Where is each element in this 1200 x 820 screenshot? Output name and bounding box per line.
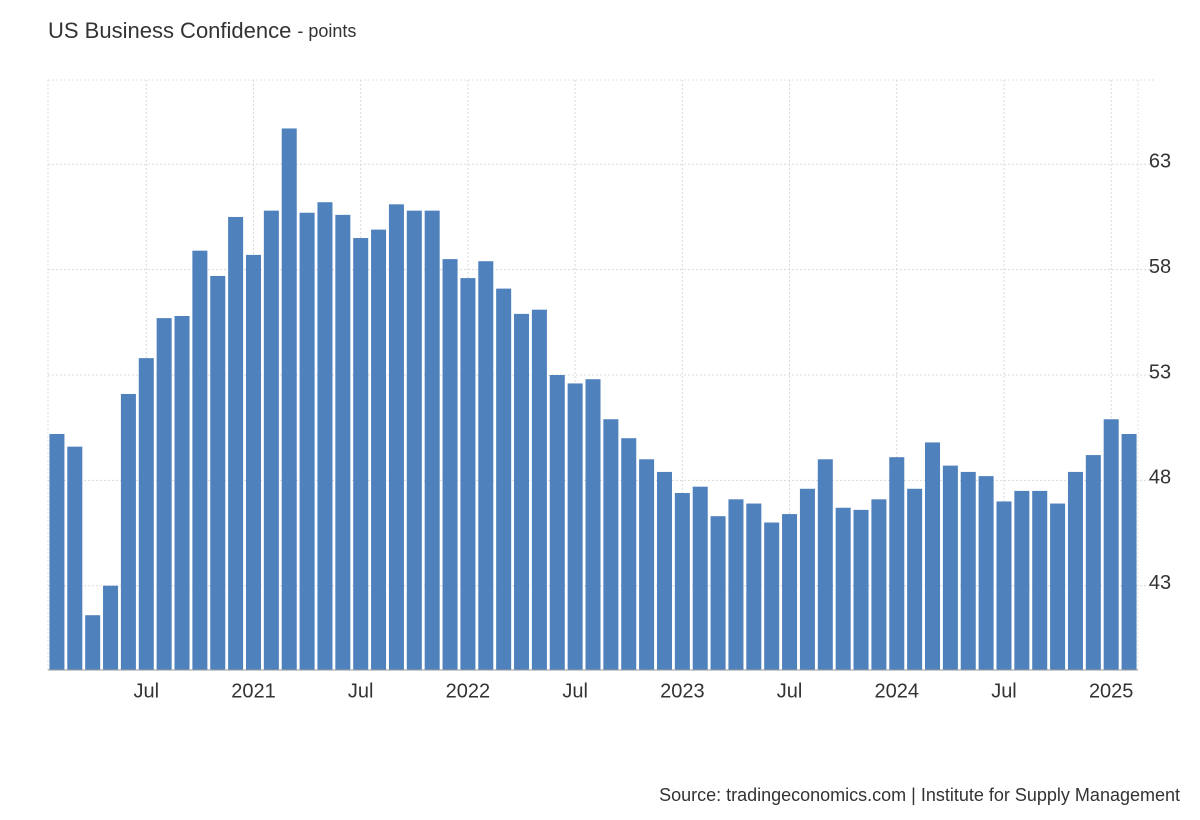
bar — [281, 128, 297, 670]
bar — [728, 499, 744, 670]
bar — [746, 503, 762, 670]
bar — [764, 522, 780, 670]
bar — [210, 275, 226, 670]
bar — [335, 214, 351, 670]
bar — [585, 379, 601, 670]
bar — [674, 493, 690, 670]
bar — [67, 446, 83, 670]
bar — [514, 313, 530, 670]
title: US Business Confidence — [48, 18, 291, 43]
bar — [1067, 471, 1083, 670]
bar — [460, 278, 476, 670]
bar — [835, 507, 851, 670]
bar — [1050, 503, 1066, 670]
bar — [889, 457, 905, 670]
bar — [442, 259, 458, 670]
x-tick-label: 2024 — [875, 680, 920, 702]
bar — [424, 210, 440, 670]
bar — [245, 254, 261, 670]
bar — [192, 250, 208, 670]
bar — [496, 288, 512, 670]
bar — [1085, 455, 1101, 670]
bar — [549, 375, 565, 670]
bar — [263, 210, 279, 670]
bar — [49, 434, 65, 670]
bar — [692, 486, 708, 670]
bar — [371, 229, 387, 670]
bar — [1032, 490, 1048, 670]
bar — [960, 471, 976, 670]
bar — [621, 438, 637, 670]
bar — [299, 212, 315, 670]
bar — [1103, 419, 1119, 670]
bar — [103, 585, 119, 670]
y-tick-label: 53 — [1149, 361, 1171, 383]
bar — [388, 204, 404, 671]
chart-title: US Business Confidence - points — [48, 18, 356, 43]
x-tick-label: 2025 — [1089, 680, 1134, 702]
x-tick-label: Jul — [348, 680, 374, 702]
bar — [156, 318, 172, 670]
bar — [996, 501, 1012, 670]
bar — [531, 309, 547, 670]
bar — [907, 488, 923, 670]
bar — [85, 615, 101, 670]
bar — [1014, 490, 1030, 670]
y-tick-label: 43 — [1149, 572, 1171, 594]
bar — [782, 514, 798, 670]
y-tick-label: 48 — [1149, 467, 1171, 489]
bar — [406, 210, 422, 670]
bar — [817, 459, 833, 670]
x-tick-label: 2023 — [660, 680, 705, 702]
bar — [656, 471, 672, 670]
bar — [317, 202, 333, 670]
subtitle: - points — [297, 21, 356, 41]
bar — [603, 419, 619, 670]
bar — [639, 459, 655, 670]
bar — [138, 358, 154, 670]
y-tick-label: 58 — [1149, 256, 1171, 278]
source: Source: tradingeconomics.com | Institute… — [659, 785, 1180, 805]
x-tick-label: Jul — [133, 680, 159, 702]
bar — [925, 442, 941, 670]
bar — [1121, 434, 1137, 670]
bar — [978, 476, 994, 670]
bar — [228, 216, 244, 670]
x-tick-label: 2021 — [231, 680, 276, 702]
bar — [174, 316, 190, 670]
bar — [478, 261, 494, 670]
bar — [353, 238, 369, 671]
bar — [710, 516, 726, 670]
bar — [853, 509, 869, 670]
bar — [567, 383, 583, 670]
y-tick-label: 63 — [1149, 151, 1171, 173]
bar — [871, 499, 887, 670]
x-tick-label: Jul — [777, 680, 803, 702]
bar — [799, 488, 815, 670]
bar — [942, 465, 958, 670]
x-tick-label: Jul — [562, 680, 588, 702]
bar — [120, 393, 136, 670]
x-tick-label: Jul — [991, 680, 1017, 702]
x-tick-label: 2022 — [446, 680, 491, 702]
